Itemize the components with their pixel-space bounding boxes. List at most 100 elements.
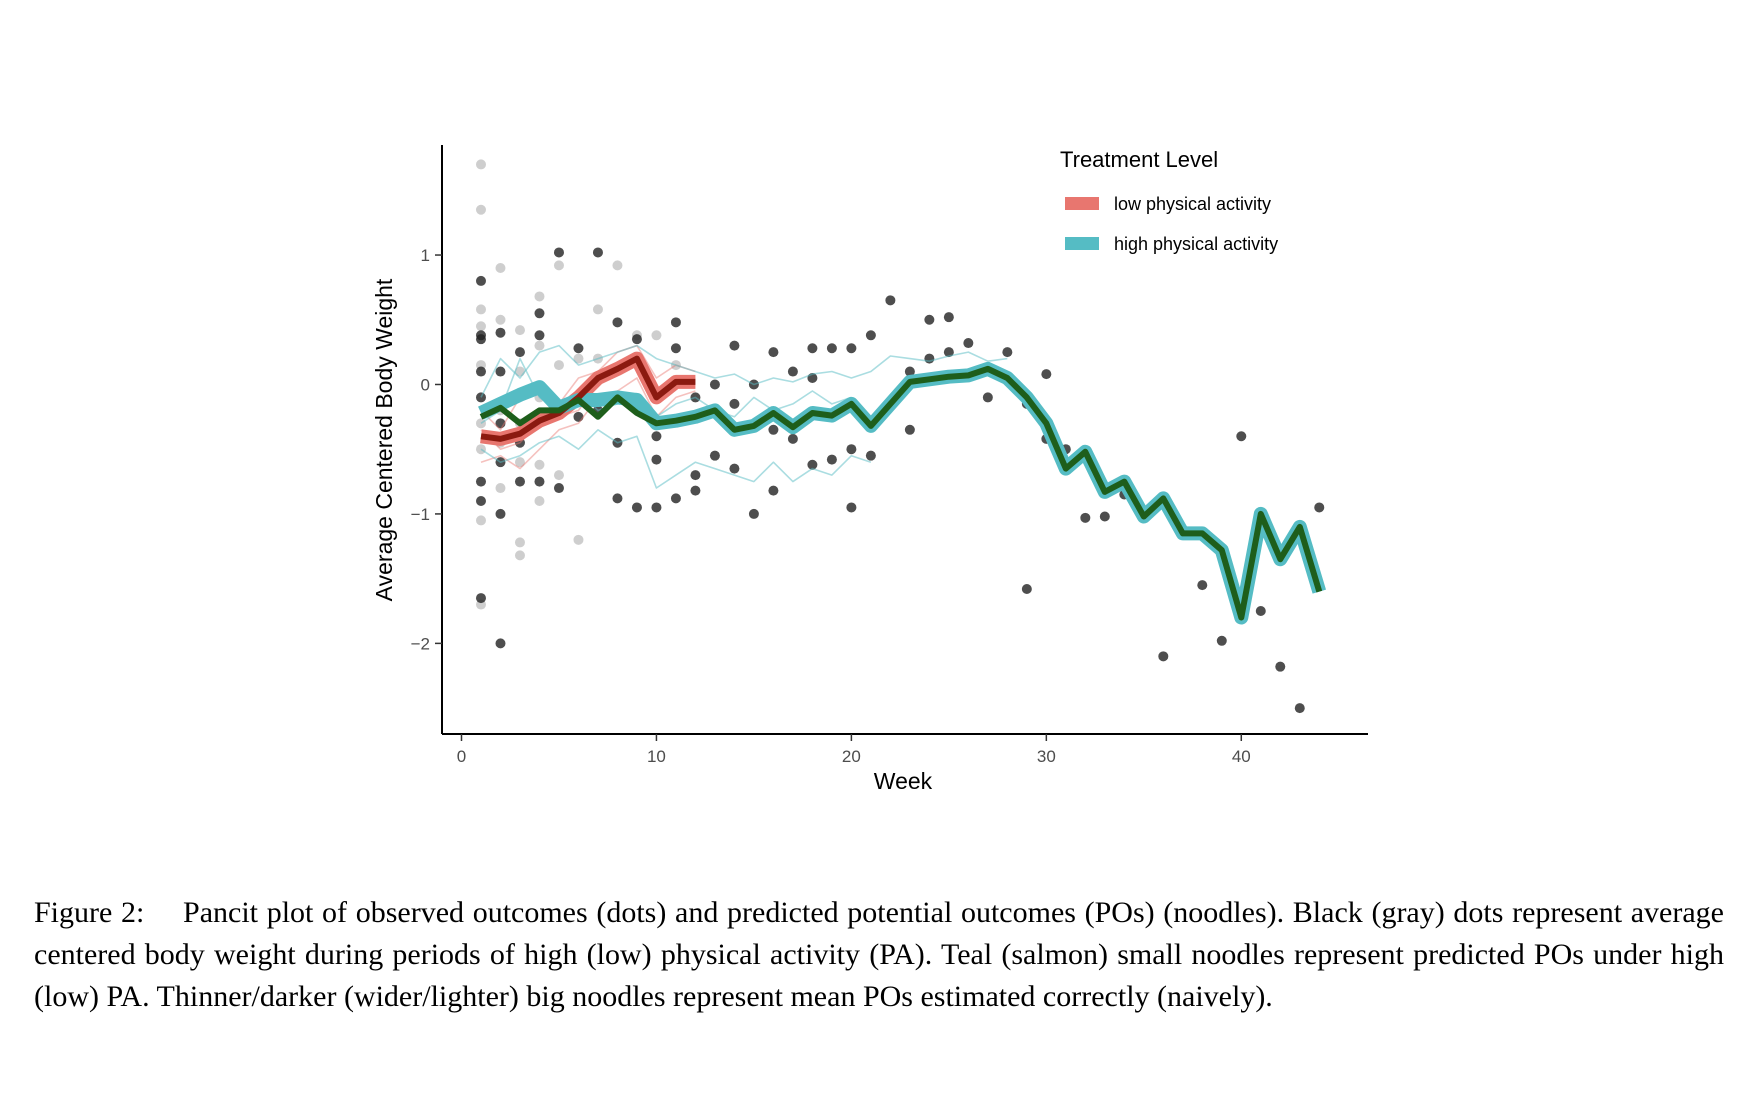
observed-point-low-pa (495, 262, 506, 273)
observed-point-low-pa (475, 321, 486, 332)
x-tick-label: 10 (647, 747, 666, 766)
observed-point-high-pa (1275, 661, 1286, 672)
observed-point-low-pa (534, 495, 545, 506)
observed-point-high-pa (631, 334, 642, 345)
observed-point-low-pa (612, 260, 623, 271)
observed-point-low-pa (495, 314, 506, 325)
observed-point-high-pa (612, 493, 623, 504)
observed-point-high-pa (1236, 431, 1247, 442)
observed-point-high-pa (1255, 606, 1266, 617)
observed-point-low-pa (514, 325, 525, 336)
observed-point-low-pa (553, 360, 564, 371)
observed-point-high-pa (514, 347, 525, 358)
observed-point-high-pa (826, 343, 837, 354)
x-tick-label: 20 (842, 747, 861, 766)
observed-point-low-pa (475, 418, 486, 429)
observed-point-high-pa (943, 312, 954, 323)
small-noodle-high-pa (480, 429, 872, 489)
observed-point-high-pa (690, 470, 701, 481)
observed-point-high-pa (885, 295, 896, 306)
observed-point-high-pa (982, 392, 993, 403)
observed-point-high-pa (475, 366, 486, 377)
observed-point-low-pa (475, 159, 486, 170)
observed-point-high-pa (573, 411, 584, 422)
y-tick-label: 0 (421, 375, 430, 394)
observed-point-low-pa (475, 515, 486, 526)
observed-point-high-pa (1216, 635, 1227, 646)
observed-point-high-pa (729, 463, 740, 474)
observed-point-high-pa (904, 366, 915, 377)
observed-point-high-pa (924, 314, 935, 325)
observed-point-high-pa (651, 502, 662, 513)
observed-point-high-pa (573, 343, 584, 354)
observed-point-low-pa (475, 304, 486, 315)
mean-noodle-low-pa-correct (480, 355, 696, 442)
observed-point-high-pa (475, 334, 486, 345)
observed-point-high-pa (768, 485, 779, 496)
observed-point-low-pa (573, 353, 584, 364)
observed-point-high-pa (846, 343, 857, 354)
observed-point-high-pa (670, 493, 681, 504)
observed-point-high-pa (768, 424, 779, 435)
y-axis-title: Average Centered Body Weight (371, 278, 397, 601)
plot-area (475, 159, 1327, 714)
x-axis-title: Week (874, 768, 933, 794)
observed-point-low-pa (534, 459, 545, 470)
observed-point-low-pa (514, 550, 525, 561)
observed-point-high-pa (807, 343, 818, 354)
observed-point-high-pa (612, 317, 623, 328)
legend: Treatment Level low physical activity hi… (1060, 147, 1278, 254)
observed-point-low-pa (573, 534, 584, 545)
y-tick-label: −1 (411, 505, 430, 524)
observed-point-high-pa (631, 502, 642, 513)
observed-point-high-pa (475, 275, 486, 286)
observed-point-high-pa (768, 347, 779, 358)
observed-point-low-pa (553, 260, 564, 271)
figure-caption: Figure 2: Pancit plot of observed outcom… (34, 896, 1724, 1013)
small-noodle-high-pa (480, 344, 1008, 398)
observed-point-high-pa (651, 454, 662, 465)
observed-point-high-pa (846, 502, 857, 513)
observed-point-high-pa (670, 317, 681, 328)
observed-point-high-pa (495, 418, 506, 429)
observed-point-high-pa (670, 343, 681, 354)
observed-point-high-pa (592, 247, 603, 258)
x-tick-label: 40 (1232, 747, 1251, 766)
observed-point-high-pa (690, 485, 701, 496)
observed-point-high-pa (534, 476, 545, 487)
observed-point-high-pa (475, 476, 486, 487)
observed-point-high-pa (475, 593, 486, 604)
legend-swatch-high-pa (1065, 237, 1099, 250)
observed-point-low-pa (534, 340, 545, 351)
observed-point-high-pa (826, 454, 837, 465)
observed-point-high-pa (495, 327, 506, 338)
observed-point-high-pa (1099, 511, 1110, 522)
observed-point-high-pa (709, 450, 720, 461)
observed-point-high-pa (1294, 703, 1305, 714)
legend-title: Treatment Level (1060, 147, 1218, 172)
observed-point-high-pa (1197, 580, 1208, 591)
observed-point-high-pa (1080, 512, 1091, 523)
observed-point-high-pa (904, 424, 915, 435)
observed-point-high-pa (1021, 584, 1032, 595)
x-tick-label: 30 (1037, 747, 1056, 766)
legend-label-low-pa: low physical activity (1114, 194, 1271, 214)
observed-point-high-pa (846, 444, 857, 455)
observed-point-high-pa (651, 431, 662, 442)
observed-point-high-pa (534, 330, 545, 341)
observed-point-high-pa (553, 483, 564, 494)
x-tick-label: 0 (457, 747, 466, 766)
observed-point-high-pa (807, 459, 818, 470)
observed-point-high-pa (495, 508, 506, 519)
y-tick-label: 1 (421, 246, 430, 265)
observed-point-low-pa (475, 204, 486, 215)
pancit-plot: 0 10 20 30 40 −2 −1 0 1 Week Average Centered Bo… (371, 145, 1368, 794)
observed-point-high-pa (534, 308, 545, 319)
observed-point-high-pa (787, 433, 798, 444)
observed-point-high-pa (787, 366, 798, 377)
y-tick-label: −2 (411, 634, 430, 653)
observed-point-high-pa (943, 347, 954, 358)
observed-point-low-pa (475, 444, 486, 455)
observed-point-high-pa (1002, 347, 1013, 358)
observed-point-low-pa (495, 483, 506, 494)
